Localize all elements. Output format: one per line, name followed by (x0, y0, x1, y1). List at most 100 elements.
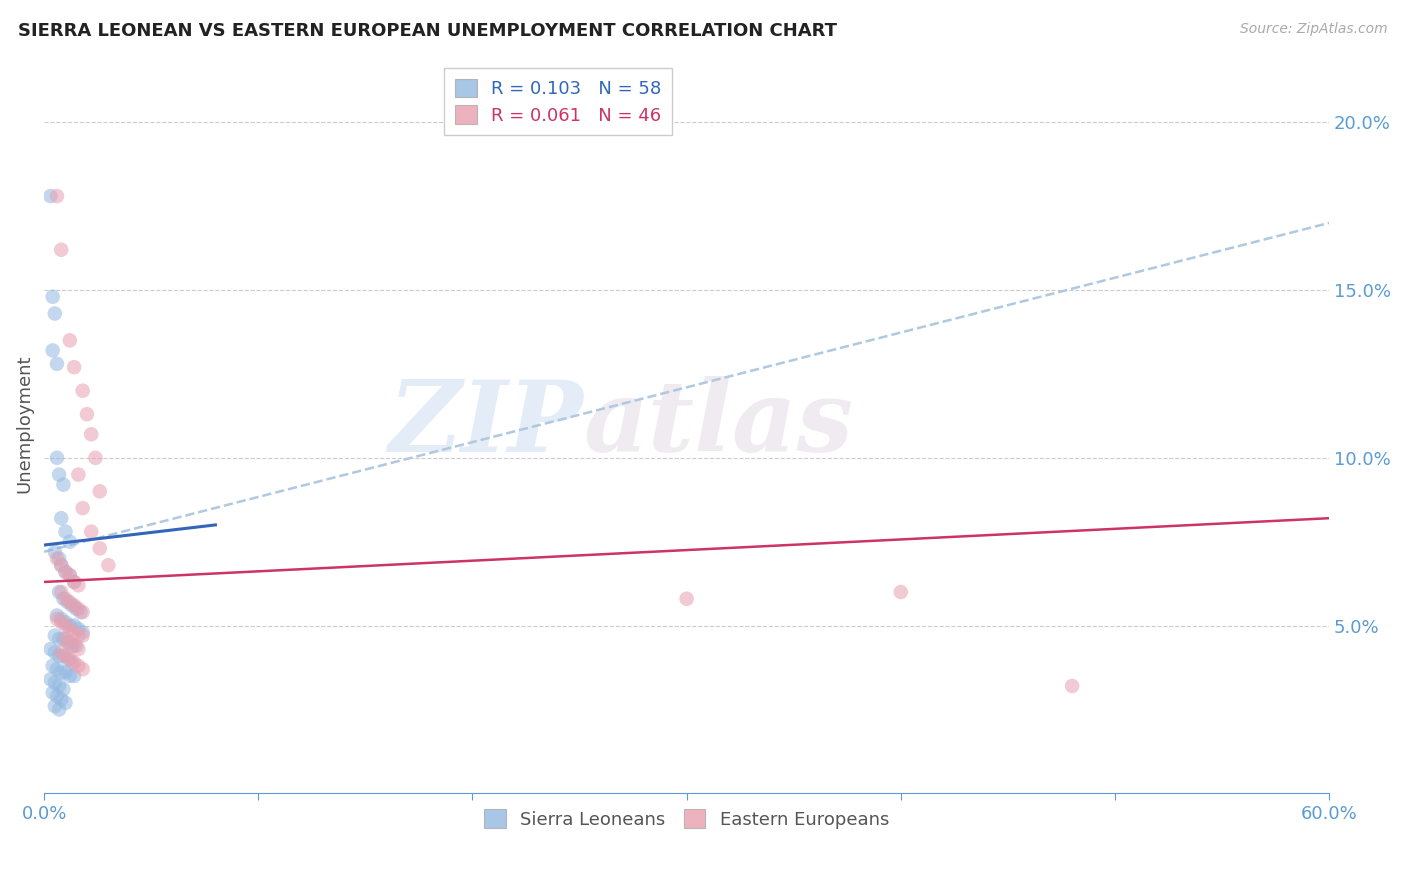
Point (41, 343, 63, 358)
Point (48, 679, 70, 693)
Point (51, 558, 73, 573)
Point (72, 629, 94, 643)
Point (55, 565, 77, 579)
Point (52, 632, 75, 646)
Point (41, 686, 63, 700)
Point (39, 673, 62, 687)
Text: ZIP: ZIP (389, 376, 583, 473)
Point (44, 629, 66, 643)
Point (39, 642, 62, 657)
Point (1062, 679, 1084, 693)
Point (80, 427, 103, 442)
Text: atlas: atlas (583, 376, 853, 473)
Point (55, 565, 77, 579)
Point (59, 595, 82, 609)
Point (51, 645, 73, 659)
Point (46, 608, 69, 623)
Point (63, 618, 86, 632)
Point (51, 558, 73, 573)
Point (72, 384, 94, 398)
Y-axis label: Unemployment: Unemployment (15, 355, 32, 493)
Point (69, 605, 91, 619)
Point (67, 642, 90, 657)
Point (59, 568, 82, 582)
Legend: Sierra Leoneans, Eastern Europeans: Sierra Leoneans, Eastern Europeans (477, 802, 896, 836)
Point (55, 665, 77, 680)
Point (59, 618, 82, 632)
Point (48, 702, 70, 716)
Point (51, 665, 73, 680)
Point (46, 551, 69, 566)
Point (63, 574, 86, 589)
Point (46, 189, 69, 203)
Point (59, 534, 82, 549)
Point (51, 511, 73, 525)
Point (52, 591, 75, 606)
Point (51, 243, 73, 257)
Point (675, 591, 697, 606)
Point (89, 541, 111, 556)
Point (89, 484, 111, 499)
Point (55, 615, 77, 630)
Point (46, 357, 69, 371)
Point (63, 625, 86, 640)
Point (59, 568, 82, 582)
Point (59, 652, 82, 666)
Point (63, 656, 86, 670)
Point (890, 585, 912, 599)
Point (39, 189, 62, 203)
Text: SIERRA LEONEAN VS EASTERN EUROPEAN UNEMPLOYMENT CORRELATION CHART: SIERRA LEONEAN VS EASTERN EUROPEAN UNEMP… (18, 22, 838, 40)
Point (65, 602, 87, 616)
Point (63, 669, 86, 683)
Point (59, 622, 82, 636)
Point (55, 696, 77, 710)
Point (60, 639, 83, 653)
Point (48, 585, 70, 599)
Point (67, 622, 90, 636)
Point (46, 689, 69, 703)
Point (67, 467, 90, 482)
Point (46, 450, 69, 465)
Point (67, 578, 90, 592)
Point (51, 692, 73, 706)
Point (59, 635, 82, 649)
Point (44, 545, 66, 559)
Point (52, 682, 75, 697)
Point (51, 585, 73, 599)
Point (63, 639, 86, 653)
Point (72, 605, 94, 619)
Point (56, 595, 79, 609)
Point (48, 648, 70, 663)
Point (72, 662, 94, 676)
Point (55, 524, 77, 539)
Point (63, 360, 86, 375)
Point (56, 635, 79, 649)
Point (48, 632, 70, 646)
Point (80, 524, 103, 539)
Point (97, 558, 120, 573)
Point (44, 675, 66, 690)
Point (46, 612, 69, 626)
Point (52, 648, 75, 663)
Point (84, 450, 107, 465)
Point (55, 618, 77, 632)
Point (44, 306, 66, 320)
Point (48, 551, 70, 566)
Point (60, 656, 83, 670)
Point (55, 648, 77, 663)
Point (59, 669, 82, 683)
Point (55, 591, 77, 606)
Point (76, 407, 98, 421)
Point (46, 662, 69, 676)
Point (59, 334, 82, 348)
Point (48, 467, 70, 482)
Point (56, 652, 79, 666)
Point (44, 645, 66, 659)
Point (63, 599, 86, 613)
Point (51, 615, 73, 630)
Point (55, 632, 77, 646)
Point (52, 477, 75, 491)
Text: Source: ZipAtlas.com: Source: ZipAtlas.com (1240, 22, 1388, 37)
Point (67, 629, 90, 643)
Point (44, 699, 66, 714)
